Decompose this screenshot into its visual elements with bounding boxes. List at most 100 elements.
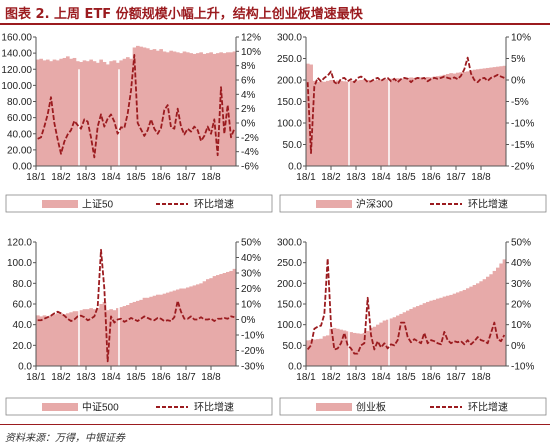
bar [316,339,320,366]
y-tick-label-left: 80.0 [13,279,33,290]
y-tick-label-left: 150.0 [277,300,302,311]
bar [369,80,373,166]
bar [112,310,117,366]
bar [132,301,137,366]
bar [416,306,420,366]
bar [56,60,60,166]
x-tick-label: 18/3 [346,172,366,183]
bar [449,73,453,166]
y-tick-label-right: 4% [241,90,256,101]
y-tick-label-left: 20.00 [7,145,32,156]
bar [206,53,210,167]
bar [402,312,407,366]
bar [156,294,160,366]
bar [366,330,370,366]
x-tick-label: 18/7 [446,372,466,383]
legend-bar-swatch [42,403,78,411]
bar [102,301,107,366]
bar [59,58,63,166]
bar [182,288,187,366]
x-tick-label: 18/1 [296,372,316,383]
y-tick-label-right: -10% [241,331,264,342]
bar [436,298,440,366]
bar [96,62,100,166]
bar [49,315,53,366]
y-tick-label-left: 60.00 [7,113,32,124]
y-tick-label-right: 50% [241,238,261,249]
legend-bar-swatch [42,200,78,208]
bar [349,80,353,166]
title-rule [0,23,550,25]
bar [409,77,413,166]
bar [452,73,457,166]
bar [136,45,140,167]
bar [179,288,183,366]
bar [142,47,147,167]
bar [172,51,177,167]
bar [76,61,80,166]
bar [479,68,483,166]
bar [126,305,130,366]
bar [42,60,47,166]
bar [209,52,213,166]
bar [192,285,197,366]
bar [339,329,343,366]
bar [449,294,453,366]
bar [309,64,313,166]
bar [122,58,127,166]
x-tick-label: 18/7 [176,372,196,383]
bar [482,279,487,366]
bar [99,59,103,166]
bar [446,73,450,166]
bar [72,311,77,366]
bar [342,330,347,366]
x-tick-label: 18/3 [346,372,366,383]
y-tick-label-left: 60.0 [13,300,33,311]
bar [82,309,87,366]
bar [179,53,183,167]
bar [342,81,347,166]
bar [132,47,137,167]
bar [229,270,233,366]
y-tick-label-left: 100.0 [277,320,302,331]
x-tick-label: 18/6 [421,372,441,383]
y-tick-label-right: 50% [511,238,531,249]
bar [96,308,100,366]
bar [312,339,317,366]
legend-bar-label: 上证50 [82,199,114,211]
legend-bar-swatch [316,403,352,411]
bar [496,267,500,366]
bar [489,67,493,166]
legend-line-label: 环比增速 [468,401,508,414]
bar [436,76,440,166]
bar [216,275,220,366]
bar [306,340,310,366]
bar [412,307,417,366]
y-tick-label-right: -20% [511,162,534,173]
bar [136,300,140,366]
bar [186,287,190,366]
legend-bar-label: 创业板 [356,401,386,414]
y-tick-label-right: -6% [241,162,259,173]
bar [329,80,333,166]
y-tick-label-right: 30% [511,279,531,290]
bar [386,319,390,366]
bar [49,61,53,166]
bar [219,52,223,166]
x-tick-label: 18/2 [321,172,341,183]
bar [129,58,133,166]
y-tick-label-left: 120.0 [7,238,32,249]
bar [169,291,173,366]
bar [232,268,237,366]
bar [92,309,97,366]
growth-line [37,248,235,363]
y-tick-label-right: 40% [511,258,531,269]
bar [432,76,437,166]
bar [222,53,227,167]
y-tick-label-left: 80.00 [7,97,32,108]
y-tick-label-left: 100.0 [277,119,302,130]
bottom-rule [0,424,550,425]
bar [112,60,117,166]
y-tick-label-right: -2% [241,133,259,144]
y-tick-label-left: 300.0 [277,238,302,249]
